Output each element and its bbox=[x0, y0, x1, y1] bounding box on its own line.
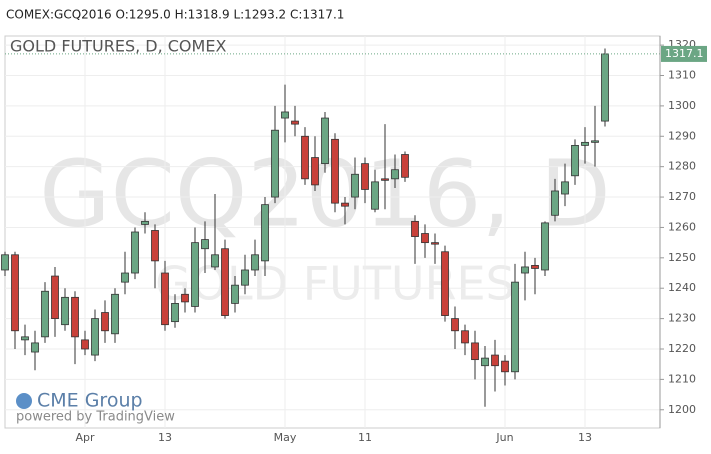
candle-body bbox=[271, 129, 279, 198]
y-tick-label: 1270 bbox=[668, 190, 696, 203]
y-tick-label: 1250 bbox=[668, 251, 696, 264]
candle-body bbox=[391, 169, 399, 180]
candle-body bbox=[491, 354, 499, 367]
logo-brand: CME Group bbox=[37, 390, 143, 412]
y-tick-label: 1210 bbox=[668, 372, 696, 385]
x-tick-label: Jun bbox=[495, 431, 513, 444]
candle-body bbox=[21, 336, 29, 341]
candle-body bbox=[531, 265, 539, 269]
candle-body bbox=[51, 275, 59, 320]
candle-body bbox=[521, 266, 529, 274]
candle-body bbox=[411, 220, 419, 237]
candle-body bbox=[31, 342, 39, 353]
candle-body bbox=[121, 272, 129, 283]
candle-body bbox=[331, 138, 339, 204]
symbol-header: COMEX:GCQ2016 O:1295.0 H:1318.9 L:1293.2… bbox=[6, 8, 344, 22]
candle-body bbox=[71, 296, 79, 338]
x-tick-label: 13 bbox=[578, 431, 592, 444]
candle-body bbox=[101, 312, 109, 332]
candle-body bbox=[211, 254, 219, 268]
y-tick-label: 1310 bbox=[668, 69, 696, 82]
candle-body bbox=[61, 296, 69, 326]
candle-body bbox=[91, 318, 99, 356]
candle-body bbox=[421, 233, 429, 244]
y-tick-label: 1240 bbox=[668, 281, 696, 294]
candle-body bbox=[581, 141, 589, 146]
candle-body bbox=[571, 144, 579, 177]
candle-body bbox=[431, 242, 439, 245]
candle-body bbox=[171, 303, 179, 323]
candle-body bbox=[291, 120, 299, 125]
candle-body bbox=[381, 178, 389, 181]
candle-body bbox=[161, 272, 169, 326]
x-tick-label: May bbox=[274, 431, 297, 444]
candle-body bbox=[551, 190, 559, 216]
candle-body bbox=[501, 360, 509, 373]
candle-body bbox=[321, 117, 329, 165]
candle-body bbox=[311, 157, 319, 186]
candle-body bbox=[1, 254, 9, 271]
candle-body bbox=[301, 135, 309, 180]
candle-body bbox=[221, 248, 229, 316]
y-tick-label: 1300 bbox=[668, 99, 696, 112]
candle-body bbox=[601, 53, 609, 122]
candle-body bbox=[341, 202, 349, 207]
y-tick-label: 1230 bbox=[668, 312, 696, 325]
candle-body bbox=[361, 163, 369, 190]
candle-body bbox=[41, 290, 49, 338]
candle-body bbox=[181, 293, 189, 303]
candle-body bbox=[461, 330, 469, 344]
x-tick-label: 11 bbox=[358, 431, 372, 444]
candle-body bbox=[11, 254, 19, 332]
candle-body bbox=[231, 284, 239, 304]
x-tick-label: Apr bbox=[75, 431, 95, 444]
candle-body bbox=[241, 269, 249, 286]
candle-body bbox=[141, 220, 149, 225]
candle-body bbox=[261, 204, 269, 262]
candle-body bbox=[561, 181, 569, 195]
chart-title: GOLD FUTURES, D, COMEX bbox=[10, 37, 226, 56]
candle-body bbox=[251, 254, 259, 271]
x-tick-label: 13 bbox=[158, 431, 172, 444]
logo-powered: powered by TradingView bbox=[16, 410, 175, 425]
candle-body bbox=[541, 222, 549, 271]
candle-body bbox=[81, 339, 89, 350]
candle-body bbox=[401, 154, 409, 178]
logo-icon bbox=[16, 393, 32, 409]
watermark-name: GOLD FUTURES bbox=[155, 257, 515, 311]
candle-body bbox=[191, 242, 199, 307]
plot bbox=[1, 36, 660, 428]
candle-body bbox=[131, 231, 139, 274]
y-tick-label: 1260 bbox=[668, 220, 696, 233]
candle-body bbox=[151, 230, 159, 262]
candle-body bbox=[281, 111, 289, 119]
candle-body bbox=[201, 239, 209, 250]
candle-body bbox=[511, 281, 519, 373]
last-price-tag bbox=[661, 45, 707, 62]
candle-body bbox=[111, 293, 119, 335]
candle-body bbox=[441, 251, 449, 316]
y-tick-label: 1200 bbox=[668, 403, 696, 416]
y-tick-label: 1290 bbox=[668, 129, 696, 142]
last-price-label: 1317.1 bbox=[665, 47, 704, 60]
candle-body bbox=[481, 357, 489, 367]
y-tick-label: 1220 bbox=[668, 342, 696, 355]
candle-body bbox=[591, 140, 599, 143]
candle-body bbox=[371, 181, 379, 210]
candle-body bbox=[471, 342, 479, 361]
candle-body bbox=[451, 318, 459, 332]
y-tick-label: 1280 bbox=[668, 160, 696, 173]
candle-body bbox=[351, 173, 359, 198]
